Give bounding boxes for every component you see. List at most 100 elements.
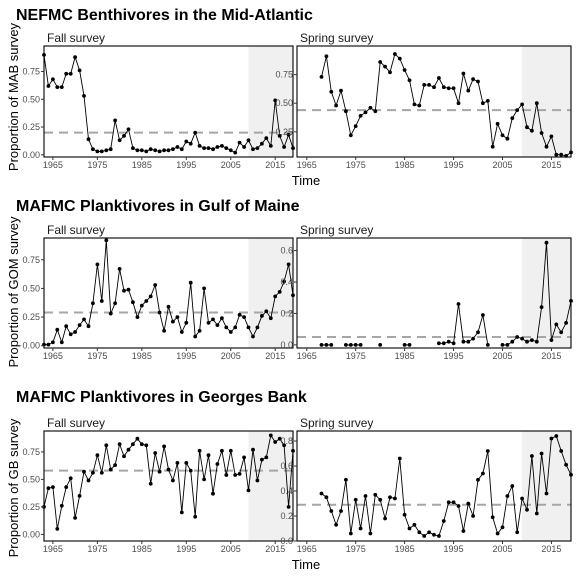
data-point xyxy=(77,494,82,498)
data-point xyxy=(246,325,251,330)
data-point xyxy=(55,327,60,332)
data-point xyxy=(402,68,407,72)
data-point xyxy=(407,343,412,347)
data-point xyxy=(251,147,255,152)
data-point xyxy=(282,279,286,284)
data-point xyxy=(544,491,549,496)
data-point xyxy=(46,342,51,347)
data-point xyxy=(184,320,189,325)
y-axis-label: Proportion of GOM survey xyxy=(6,216,21,367)
data-point xyxy=(233,150,238,155)
data-point xyxy=(179,510,184,515)
data-point xyxy=(242,455,247,460)
data-point xyxy=(157,310,162,315)
data-point xyxy=(363,494,368,498)
data-point xyxy=(237,472,242,476)
y-tick-label: 0.25 xyxy=(22,122,40,132)
data-point xyxy=(264,455,269,460)
panel-border xyxy=(296,45,572,158)
x-tick-label: 1975 xyxy=(87,544,107,554)
data-point xyxy=(344,477,348,482)
data-point xyxy=(446,339,451,344)
data-point xyxy=(358,113,363,118)
data-point xyxy=(446,500,451,505)
data-point xyxy=(202,286,207,291)
data-point xyxy=(131,442,135,447)
x-tick-label: 1965 xyxy=(43,160,63,170)
data-point xyxy=(86,137,91,142)
data-point xyxy=(268,144,273,148)
data-point xyxy=(211,491,215,496)
data-point xyxy=(407,526,412,531)
data-point xyxy=(206,453,211,458)
y-tick-label: 0.4 xyxy=(280,486,293,496)
data-point xyxy=(368,531,373,536)
data-point xyxy=(539,451,544,456)
data-point xyxy=(55,527,60,531)
data-point xyxy=(282,443,286,448)
data-point xyxy=(211,317,215,322)
panel-label: Fall survey xyxy=(47,223,105,237)
data-point xyxy=(91,470,95,475)
data-point xyxy=(184,139,189,144)
data-point xyxy=(383,516,387,521)
data-point xyxy=(461,71,466,76)
data-point xyxy=(215,462,220,466)
data-point xyxy=(530,128,534,133)
data-point xyxy=(329,89,334,94)
data-point xyxy=(485,343,490,347)
section-title: NEFMC Benthivores in the Mid-Atlantic xyxy=(16,7,313,24)
data-point xyxy=(162,148,167,153)
y-tick-label: 0.75 xyxy=(22,67,40,77)
data-point xyxy=(162,328,167,333)
data-point xyxy=(264,136,269,141)
data-point xyxy=(505,494,510,498)
data-point xyxy=(388,495,392,500)
data-point xyxy=(166,148,171,153)
data-point xyxy=(525,507,529,512)
data-point xyxy=(268,433,273,438)
data-point xyxy=(273,440,278,444)
data-point xyxy=(525,339,529,344)
x-tick-label: 2005 xyxy=(221,544,241,554)
data-point xyxy=(427,83,431,87)
data-point xyxy=(197,144,202,148)
data-point xyxy=(68,71,73,76)
data-point xyxy=(202,146,207,151)
data-point xyxy=(393,496,397,501)
data-point xyxy=(388,70,392,75)
data-point xyxy=(242,315,247,319)
y-tick-label: 0.50 xyxy=(22,94,40,104)
data-point xyxy=(397,456,402,461)
data-point xyxy=(273,294,278,299)
data-point xyxy=(166,467,171,472)
data-point xyxy=(334,103,338,108)
x-tick-label: 1995 xyxy=(444,544,464,554)
data-point xyxy=(104,238,109,243)
data-point xyxy=(334,522,338,527)
data-point xyxy=(481,101,485,106)
data-point xyxy=(564,321,568,325)
data-point xyxy=(407,78,412,83)
data-point xyxy=(554,434,559,438)
panel-gb-fall: Fall survey 1965 1975 1985 1995 2005 2015 0.00 0… xyxy=(22,416,295,554)
data-point xyxy=(427,530,431,535)
y-tick-label: 0.00 xyxy=(22,529,40,539)
data-point xyxy=(549,134,554,139)
data-point xyxy=(368,105,373,110)
x-tick-label: 1985 xyxy=(395,160,415,170)
data-point xyxy=(188,141,193,146)
data-point xyxy=(202,477,207,482)
data-point xyxy=(432,85,436,90)
data-point xyxy=(500,133,505,138)
data-point xyxy=(135,148,140,153)
data-point xyxy=(148,147,153,152)
data-point xyxy=(554,152,559,157)
data-point xyxy=(451,86,456,91)
data-point xyxy=(490,144,495,149)
data-point xyxy=(117,267,122,271)
data-point xyxy=(530,338,534,342)
data-point xyxy=(417,103,422,108)
data-point xyxy=(228,148,233,153)
